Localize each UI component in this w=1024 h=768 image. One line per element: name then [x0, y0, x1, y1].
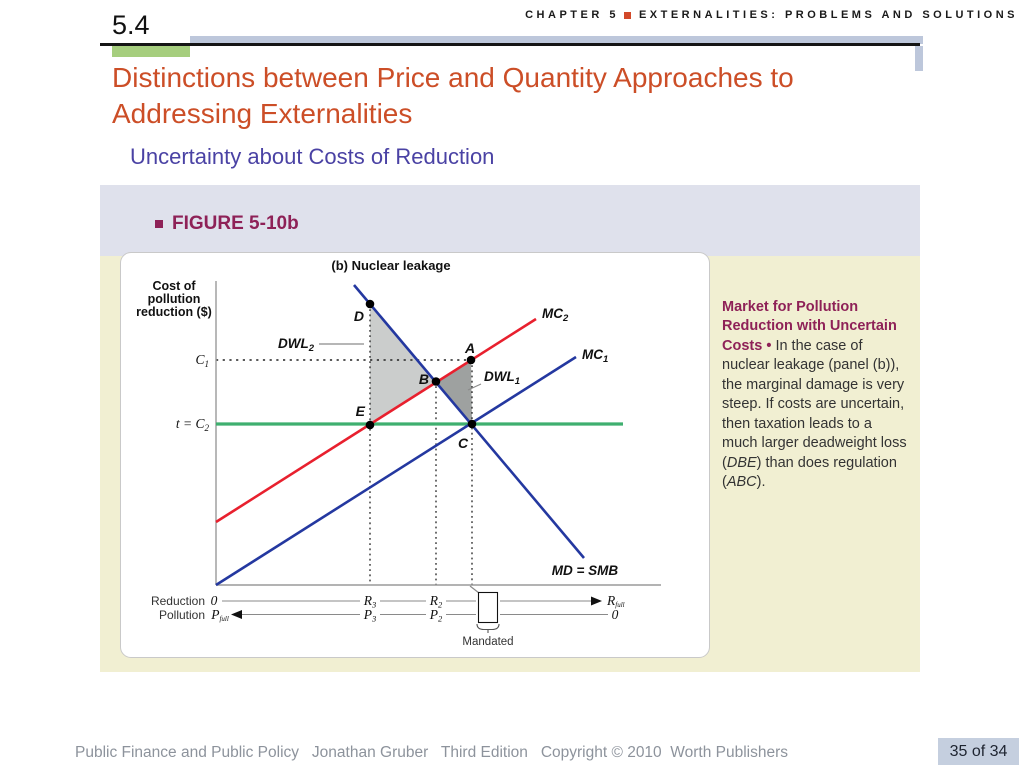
header-gray-bar	[190, 36, 923, 44]
axes	[215, 281, 661, 586]
label-pointers	[319, 343, 482, 594]
mandated-box	[477, 591, 499, 624]
tick-rfull: Rfull	[606, 593, 625, 609]
reduction-arrow-icon	[591, 596, 602, 606]
mc1-label: MC1	[582, 347, 608, 365]
dwl2-label: DWL2	[278, 336, 315, 354]
y-axis-title: Cost of pollution reduction ($)	[136, 279, 212, 319]
pollution-arrow-icon	[231, 610, 242, 619]
point-b-label: B	[419, 371, 429, 387]
point-e-dot	[365, 420, 375, 430]
svg-text:pollution: pollution	[148, 292, 201, 306]
figure-band	[100, 185, 920, 256]
point-c-label: C	[458, 435, 469, 451]
mc1-curve	[215, 355, 577, 587]
point-e-label: E	[356, 403, 366, 419]
caption-heading: Market for Pollution Reduction with Unce…	[722, 298, 897, 354]
slide-title: Distinctions between Price and Quantity …	[112, 60, 922, 132]
header-square-icon	[623, 11, 631, 19]
mandated-brace	[476, 623, 500, 633]
reduction-zero: 0	[211, 593, 218, 608]
dwl1-label: DWL1	[484, 369, 520, 387]
figure-chart: (b) Nuclear leakage Cost of pollution re…	[136, 258, 661, 648]
svg-text:reduction ($): reduction ($)	[136, 305, 212, 319]
pollution-row-label: Pollution	[159, 608, 205, 622]
tick-p3: P3	[363, 607, 377, 624]
footer-credit: Public Finance and Public Policy Jonatha…	[75, 744, 789, 761]
section-green-highlight	[112, 46, 190, 57]
panel-title: (b) Nuclear leakage	[331, 258, 450, 273]
point-dots	[365, 299, 477, 430]
mc2-label: MC2	[542, 306, 569, 324]
chapter-title: EXTERNALITIES: PROBLEMS AND SOLUTIONS	[638, 9, 1018, 21]
caption-body-italic-1: DBE	[726, 454, 757, 471]
caption-body-2: ) than does regulation (	[722, 454, 897, 491]
slide-title-line2: Addressing Externalities	[112, 98, 413, 129]
slide-title-line1: Distinctions between Price and Quantity …	[112, 62, 794, 93]
point-b-dot	[431, 377, 441, 386]
svg-text:Cost of: Cost of	[152, 279, 196, 293]
caption-bullet-icon: •	[762, 337, 776, 354]
figure-caption: Market for Pollution Reduction with Unce…	[722, 298, 910, 493]
point-c-dot	[467, 419, 477, 429]
tick-p2: P2	[429, 607, 443, 624]
point-a-label: A	[464, 340, 475, 356]
header-rule	[100, 43, 920, 46]
tick-pfull: Pfull	[210, 607, 229, 623]
point-d-dot	[365, 299, 375, 309]
figure-label: FIGURE 5-10b	[155, 213, 299, 235]
figure-label-text: FIGURE 5-10b	[172, 213, 299, 234]
tick-r2: R2	[429, 593, 443, 610]
pollution-zero: 0	[612, 607, 619, 622]
slide-subtitle: Uncertainty about Costs of Reduction	[130, 144, 495, 169]
point-a-dot	[466, 355, 476, 365]
caption-body-italic-2: ABC	[726, 474, 757, 490]
chapter-header: CHAPTER 5 EXTERNALITIES: PROBLEMS AND SO…	[525, 9, 1018, 21]
tick-c1: C1	[195, 352, 209, 369]
header-gray-bar-tail	[915, 46, 923, 71]
page-indicator: 35 of 34	[938, 738, 1019, 765]
reduction-row-label: Reduction	[151, 594, 205, 608]
mandated-label: Mandated	[462, 636, 513, 648]
dotted-guides	[216, 304, 473, 585]
section-number: 5.4	[112, 10, 150, 40]
dwl1-area	[436, 360, 472, 424]
figure-square-icon	[155, 220, 163, 228]
chart-panel: (b) Nuclear leakage Cost of pollution re…	[120, 252, 710, 658]
tick-tc2: t = C2	[176, 416, 210, 433]
mc2-curve	[215, 317, 537, 524]
caption-body-1: In the case of nuclear leakage (panel (b…	[722, 337, 907, 471]
chapter-label: CHAPTER 5	[525, 9, 619, 21]
caption-body-3: ).	[756, 474, 766, 490]
md-label: MD = SMB	[552, 563, 619, 578]
dwl2-area	[370, 304, 436, 425]
tick-r3: R3	[363, 593, 377, 610]
point-d-label: D	[354, 308, 364, 324]
